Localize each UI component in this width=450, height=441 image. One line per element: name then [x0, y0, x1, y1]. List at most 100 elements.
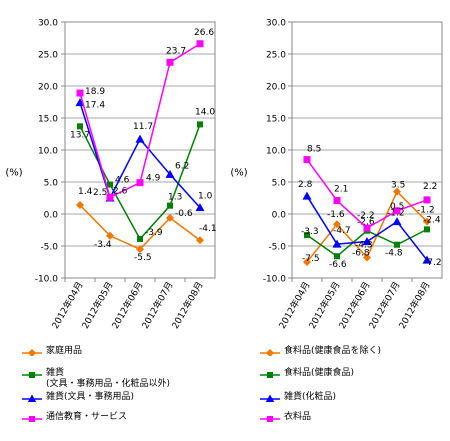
data-label-left-0-1: -3.4 — [94, 240, 112, 250]
data-point-left-1-2 — [137, 235, 143, 242]
data-label-right-1-0: -3.3 — [301, 227, 319, 237]
data-point-right-1-3 — [394, 241, 400, 248]
legend-swatch-right-1 — [260, 372, 280, 378]
data-label-right-0-4: -1.2 — [417, 206, 435, 216]
data-label-left-2-3: 6.2 — [175, 161, 189, 171]
y-tick-label-left: 15.0 — [38, 115, 58, 125]
data-label-right-1-4: -2.4 — [423, 215, 441, 225]
data-point-left-0-4 — [196, 236, 204, 245]
data-point-right-0-3 — [393, 187, 401, 196]
data-label-left-2-2: 11.7 — [133, 122, 153, 132]
data-point-right-3-0 — [303, 156, 311, 164]
data-point-left-1-4 — [197, 121, 203, 128]
y-tick-label-left: 10.0 — [38, 147, 58, 157]
legend-label-right-1: 食料品(健康食品) — [284, 368, 355, 378]
y-tick-label-left: 25.0 — [38, 51, 58, 61]
data-label-right-3-0: 8.5 — [307, 145, 321, 155]
data-label-left-1-3: 1.3 — [168, 193, 182, 203]
data-point-right-3-2 — [363, 224, 371, 232]
data-point-right-2-2 — [362, 237, 372, 246]
data-label-right-1-1: -6.6 — [329, 260, 347, 270]
data-label-left-0-4: -4.1 — [199, 224, 217, 234]
data-point-left-1-1 — [107, 181, 113, 188]
data-label-left-0-3: -0.6 — [175, 209, 193, 219]
x-tick-label-right: 2012年04月 — [276, 280, 313, 331]
data-point-left-3-2 — [136, 179, 144, 187]
data-label-left-1-1: 4.6 — [115, 176, 130, 186]
data-label-right-3-1: 2.1 — [334, 185, 348, 195]
y-tick-label-left: -5.0 — [40, 243, 58, 253]
data-point-left-2-4 — [195, 203, 205, 212]
data-label-left-1-2: -3.9 — [145, 228, 163, 238]
legend-swatch-right-3 — [260, 416, 280, 422]
y-tick-label-left: 0.0 — [44, 211, 59, 221]
data-point-left-3-0 — [76, 89, 84, 97]
data-point-left-1-3 — [167, 202, 173, 209]
y-tick-label-right: 20.0 — [266, 83, 286, 93]
data-label-right-1-2: -2.6 — [357, 218, 375, 228]
data-label-right-0-2: -6.8 — [352, 249, 370, 259]
y-tick-label-right: 30.0 — [266, 19, 286, 29]
legend-swatch-left-2 — [22, 394, 42, 402]
data-point-left-0-2 — [136, 245, 144, 254]
legend-label-right-0: 食料品(健康食品を除く) — [284, 346, 382, 356]
data-label-right-3-2: -2.2 — [357, 211, 375, 221]
y-tick-label-right: -5.0 — [268, 243, 286, 253]
data-label-left-3-3: 23.7 — [166, 46, 186, 56]
data-label-right-2-2: -4.3 — [355, 241, 373, 251]
y-tick-label-left: 30.0 — [38, 19, 58, 29]
legend-label-left-1: 雑貨 (文具・事務用品・化粧品以外) — [46, 368, 171, 389]
y-tick-label-left: 5.0 — [44, 179, 59, 189]
data-point-right-1-1 — [334, 253, 340, 260]
data-label-right-2-1: -4.7 — [333, 226, 351, 236]
legend-label-right-3: 衣料品 — [284, 412, 312, 422]
legend-swatch-right-2 — [260, 394, 280, 402]
y-tick-label-right: 10.0 — [266, 147, 286, 157]
data-point-right-0-1 — [333, 220, 341, 229]
data-point-left-0-3 — [166, 213, 174, 222]
data-point-right-2-0 — [302, 191, 312, 200]
data-point-left-3-1 — [106, 193, 114, 201]
data-label-left-2-4: 1.0 — [198, 192, 213, 202]
legend-left: 家庭用品 雑貨 (文具・事務用品・化粧品以外) 雑貨(文具・事務用品) 通信教育・サー… — [22, 346, 222, 436]
y-tick-label-right: 5.0 — [272, 179, 287, 189]
y-axis-label-left: (%) — [5, 168, 22, 179]
data-label-left-3-4: 26.6 — [194, 28, 214, 38]
data-point-right-1-0 — [304, 232, 310, 239]
data-label-right-2-0: 2.8 — [298, 180, 313, 190]
data-label-right-2-4: -7.2 — [424, 258, 442, 268]
legend-label-right-2: 雑貨(化粧品) — [284, 392, 337, 402]
x-tick-label-left: 2012年04月 — [49, 280, 86, 331]
data-point-right-0-4 — [423, 217, 431, 226]
y-tick-label-left: 20.0 — [38, 83, 58, 93]
data-label-right-3-3: 0.5 — [390, 202, 404, 212]
data-point-left-3-4 — [196, 40, 204, 48]
data-point-right-2-3 — [392, 217, 402, 226]
legend-label-left-3: 通信教育・サービス — [46, 412, 128, 422]
data-label-right-3-4: 2.2 — [423, 182, 437, 192]
y-tick-label-left: -10.0 — [35, 275, 59, 285]
data-label-left-1-4: 14.0 — [195, 107, 215, 117]
data-point-left-2-2 — [135, 134, 145, 143]
data-point-left-3-3 — [166, 58, 174, 66]
data-label-left-3-1: 2.6 — [113, 186, 128, 196]
legend-label-left-2: 雑貨(文具・事務用品) — [46, 392, 135, 402]
data-point-right-2-1 — [332, 239, 342, 248]
legend-swatch-right-0 — [260, 349, 280, 356]
data-label-left-0-2: -5.5 — [134, 253, 152, 263]
y-tick-label-right: 0.0 — [272, 211, 287, 221]
data-point-right-3-1 — [333, 197, 341, 205]
data-label-left-3-2: 4.9 — [146, 174, 161, 184]
data-point-right-0-0 — [303, 258, 311, 266]
data-point-left-0-0 — [76, 201, 84, 210]
legend-right: 食料品(健康食品を除く) 食料品(健康食品) 雑貨(化粧品) 衣料品 — [260, 346, 450, 436]
data-label-left-3-0: 18.9 — [85, 87, 105, 97]
data-label-left-2-1: 2.5 — [93, 188, 107, 198]
y-tick-label-right: 15.0 — [266, 115, 286, 125]
data-point-right-0-2 — [363, 253, 371, 262]
data-point-left-2-3 — [165, 169, 175, 178]
data-point-left-1-0 — [77, 123, 83, 130]
data-point-left-0-1 — [106, 231, 114, 240]
legend-swatch-left-1 — [22, 372, 42, 378]
